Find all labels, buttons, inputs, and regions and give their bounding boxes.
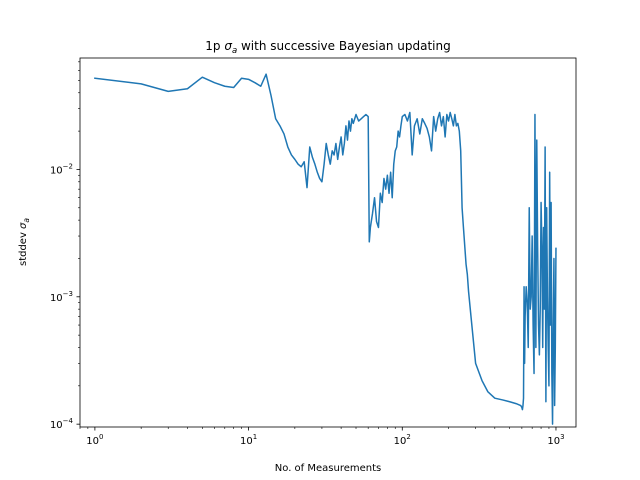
plot-area	[94, 73, 557, 425]
y-axis-label: stddev σa	[18, 218, 31, 266]
chart-title: 1p σa with successive Bayesian updating	[205, 39, 450, 56]
x-tick-label: 103	[547, 433, 564, 447]
x-axis: 100 101 102 103	[79, 427, 565, 447]
x-tick-label: 100	[86, 433, 103, 447]
y-tick-label: 10−4	[50, 417, 74, 431]
y-tick-label: 10−2	[50, 162, 73, 176]
series-line-0	[94, 73, 557, 425]
y-tick-label: 10−3	[50, 290, 73, 304]
x-tick-label: 102	[394, 433, 411, 447]
x-tick-label: 101	[240, 433, 257, 447]
y-axis: 10−4 10−3 10−2	[50, 61, 80, 431]
axes-frame	[79, 57, 577, 428]
x-axis-label: No. of Measurements	[275, 463, 381, 474]
